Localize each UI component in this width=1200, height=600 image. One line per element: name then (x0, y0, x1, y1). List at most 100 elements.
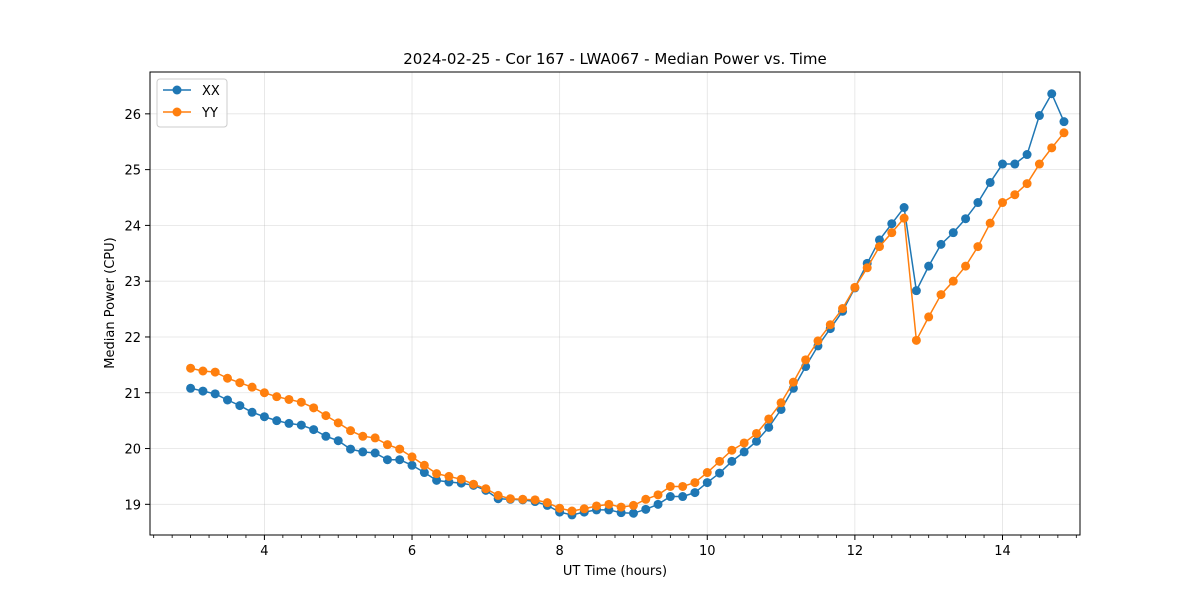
data-point-yy (1047, 143, 1057, 153)
data-point-xx (948, 228, 958, 238)
legend-label-yy: YY (201, 106, 218, 121)
legend: XX YY (156, 78, 228, 128)
x-tick-label: 6 (408, 544, 416, 559)
data-point-xx (395, 455, 405, 465)
data-point-yy (924, 312, 934, 322)
data-point-xx (887, 219, 897, 229)
axes: 4 6 8 10 12 14 19 20 21 22 23 24 25 26 (124, 108, 1077, 559)
x-tick-label: 14 (994, 544, 1011, 559)
data-point-xx (247, 407, 257, 417)
data-point-yy (321, 411, 331, 421)
data-point-xx (186, 383, 196, 393)
data-point-yy (370, 433, 380, 443)
data-point-xx (1034, 111, 1044, 121)
data-point-xx (259, 412, 269, 422)
x-tick-label: 8 (556, 544, 564, 559)
data-point-yy (346, 426, 356, 436)
data-point-yy (874, 242, 884, 252)
data-point-yy (456, 474, 466, 484)
data-point-yy (961, 261, 971, 271)
data-point-yy (259, 388, 269, 398)
data-point-xx (628, 508, 638, 518)
data-point-xx (911, 286, 921, 296)
data-point-xx (727, 456, 737, 466)
data-point-yy (309, 403, 319, 413)
data-point-yy (567, 506, 577, 516)
y-axis-label: Median Power (CPU) (103, 237, 118, 368)
data-point-xx (223, 395, 232, 405)
data-point-yy (210, 367, 220, 377)
data-point-yy (530, 495, 540, 505)
data-point-xx (1010, 159, 1020, 169)
data-point-yy (198, 366, 208, 376)
data-point-yy (444, 471, 454, 481)
data-point-xx (296, 420, 306, 430)
data-point-yy (985, 218, 995, 228)
data-point-yy (838, 304, 848, 314)
data-point-xx (899, 203, 909, 213)
data-point-yy (641, 494, 651, 504)
data-point-yy (481, 484, 491, 494)
data-point-xx (1059, 117, 1069, 127)
data-point-xx (751, 436, 761, 446)
series-xx (186, 89, 1069, 520)
data-point-yy (973, 242, 983, 252)
data-point-xx (715, 468, 725, 478)
data-point-xx (309, 425, 319, 435)
data-point-yy (862, 263, 872, 273)
data-point-yy (1059, 128, 1069, 138)
data-point-yy (555, 503, 565, 513)
data-point-xx (641, 504, 651, 514)
data-point-yy (272, 392, 282, 402)
data-point-yy (702, 468, 712, 478)
data-point-yy (186, 363, 196, 373)
data-point-xx (1022, 150, 1032, 160)
data-point-yy (419, 460, 429, 470)
data-point-xx (690, 488, 700, 498)
y-tick-label: 23 (124, 275, 141, 290)
legend-label-xx: XX (202, 84, 220, 99)
data-point-yy (616, 502, 626, 512)
data-point-xx (382, 455, 392, 465)
data-point-xx (678, 492, 688, 502)
data-point-xx (874, 235, 884, 245)
data-point-yy (358, 431, 368, 441)
data-point-xx (1047, 89, 1057, 99)
x-axis-label: UT Time (hours) (563, 564, 667, 579)
data-point-yy (776, 398, 786, 408)
data-point-yy (715, 456, 725, 466)
data-point-xx (961, 214, 971, 224)
data-point-yy (493, 490, 503, 500)
y-tick-label: 20 (124, 443, 141, 458)
y-tick-label: 24 (124, 219, 141, 234)
data-point-xx (321, 431, 331, 441)
data-point-yy (592, 501, 602, 511)
data-point-yy (739, 438, 749, 448)
data-point-yy (801, 355, 811, 365)
data-point-xx (407, 460, 417, 470)
data-point-yy (887, 228, 897, 238)
data-point-yy (1034, 159, 1044, 169)
data-point-yy (727, 445, 737, 455)
y-tick-label: 26 (124, 108, 141, 123)
data-point-xx (764, 422, 774, 432)
data-point-xx (432, 475, 442, 485)
data-point-yy (235, 378, 245, 388)
data-point-xx (198, 386, 208, 396)
y-tick-label: 21 (124, 387, 141, 402)
data-point-yy (604, 499, 614, 509)
data-point-yy (899, 213, 909, 223)
data-point-xx (284, 418, 294, 428)
data-point-yy (432, 469, 442, 479)
x-tick-label: 10 (699, 544, 716, 559)
data-point-yy (1022, 179, 1032, 189)
data-point-yy (678, 481, 688, 491)
data-point-yy (296, 397, 306, 407)
data-point-yy (1010, 190, 1020, 200)
data-point-yy (333, 418, 343, 428)
legend-marker-yy (172, 107, 182, 117)
data-point-xx (210, 389, 220, 399)
data-point-yy (665, 481, 675, 491)
data-point-xx (653, 499, 663, 509)
